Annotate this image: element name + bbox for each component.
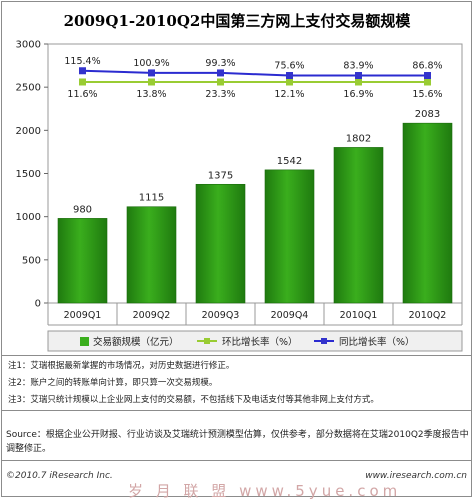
x-tick-label: 2009Q4 <box>271 310 309 321</box>
bar-value-label: 1115 <box>139 193 164 204</box>
x-tick-label: 2009Q1 <box>64 310 102 321</box>
site-url: www.iresearch.com.cn <box>365 471 467 481</box>
source-text: Source：根据企业公开财报、行业访谈及艾瑞统计预测模型估算，仅供参考，部分数… <box>6 430 469 454</box>
bar-value-label: 2083 <box>415 109 440 120</box>
axes: 0 500 1000 1500 2000 2500 3000 2009Q1 2009Q2 2009… <box>16 40 463 326</box>
qoq-label: 11.6% <box>67 89 97 100</box>
plot-area <box>47 43 463 304</box>
note-1: 注1：艾瑞根据最新掌握的市场情况，对历史数据进行修正。 <box>8 361 235 371</box>
yoy-point <box>424 72 431 80</box>
qoq-label: 15.6% <box>412 89 442 100</box>
bar <box>333 147 384 304</box>
legend: 交易额规模（亿元） 环比增长率（%） 同比增长率（%） <box>47 330 463 352</box>
yoy-point <box>148 69 155 77</box>
bar <box>402 122 453 304</box>
legend-bar-swatch <box>80 337 89 346</box>
yoy-point <box>286 72 293 80</box>
chart-title: 2009Q1-2010Q2中国第三方网上支付交易额规模 <box>64 12 412 30</box>
note-3: 注3：艾瑞只统计规模以上企业网上支付的交易额，不包括线下及电话支付等其他非网上支… <box>8 395 379 405</box>
qoq-label: 13.8% <box>136 89 166 100</box>
qoq-point <box>79 78 86 86</box>
footer-divider <box>2 460 471 461</box>
qoq-label: 12.1% <box>274 89 304 100</box>
bar-value-label: 1802 <box>346 133 371 144</box>
bar-value-label: 980 <box>73 204 92 215</box>
copyright: ©2010.7 iResearch Inc. <box>6 471 113 481</box>
yoy-point <box>217 69 224 77</box>
legend-qoq-label: 环比增长率（%） <box>222 336 298 348</box>
legend-yoy-label: 同比增长率（%） <box>339 336 415 348</box>
bar <box>57 218 108 304</box>
yoy-label: 86.8% <box>412 61 442 72</box>
qoq-point <box>286 78 293 86</box>
qoq-point <box>148 78 155 86</box>
y-tick-label: 3000 <box>16 40 41 51</box>
x-tick-label: 2010Q1 <box>340 310 378 321</box>
qoq-point <box>424 78 431 86</box>
bar <box>126 206 177 304</box>
qoq-point <box>217 78 224 86</box>
y-tick-label: 2000 <box>16 126 41 137</box>
yoy-label: 99.3% <box>205 58 235 69</box>
rate-lines: 11.6% 13.8% 23.3% 12.1% 16.9% 15.6% 115.4% 100.… <box>64 56 442 100</box>
legend-box <box>47 330 463 352</box>
legend-yoy-marker <box>321 338 327 344</box>
bar-value-label: 1542 <box>277 156 302 167</box>
x-tick-label: 2009Q3 <box>202 310 240 321</box>
bars: 980 1115 1375 1542 1802 2083 <box>57 109 453 304</box>
qoq-point <box>355 78 362 86</box>
x-tick-label: 2010Q2 <box>409 310 447 321</box>
legend-qoq-marker <box>204 338 210 344</box>
yoy-label: 83.9% <box>343 61 373 72</box>
qoq-label: 16.9% <box>343 89 373 100</box>
qoq-label: 23.3% <box>205 89 235 100</box>
legend-bar-label: 交易额规模（亿元） <box>93 336 179 348</box>
bar <box>264 169 315 304</box>
bar <box>195 183 246 304</box>
note-2: 注2：账户之间的转账单向计算，即只算一次交易规模。 <box>8 378 218 388</box>
yoy-point <box>79 67 86 75</box>
y-tick-label: 0 <box>35 299 41 310</box>
bar-value-label: 1375 <box>208 170 233 181</box>
x-tick-label: 2009Q2 <box>133 310 171 321</box>
y-tick-label: 1000 <box>16 212 41 223</box>
watermark: 岁 月 联 盟 www.5yue.com <box>128 482 402 500</box>
notes: 注1：艾瑞根据最新掌握的市场情况，对历史数据进行修正。 注2：账户之间的转账单向… <box>2 355 471 411</box>
yoy-label: 75.6% <box>274 61 304 72</box>
chart: 2009Q1-2010Q2中国第三方网上支付交易额规模 0 500 1000 1500… <box>16 12 463 352</box>
yoy-line <box>82 69 428 77</box>
y-tick-label: 1500 <box>16 169 41 180</box>
yoy-label: 115.4% <box>64 56 100 67</box>
yoy-point <box>355 72 362 80</box>
y-tick-label: 2500 <box>16 83 41 94</box>
yoy-label: 100.9% <box>133 58 169 69</box>
y-tick-label: 500 <box>22 255 41 266</box>
